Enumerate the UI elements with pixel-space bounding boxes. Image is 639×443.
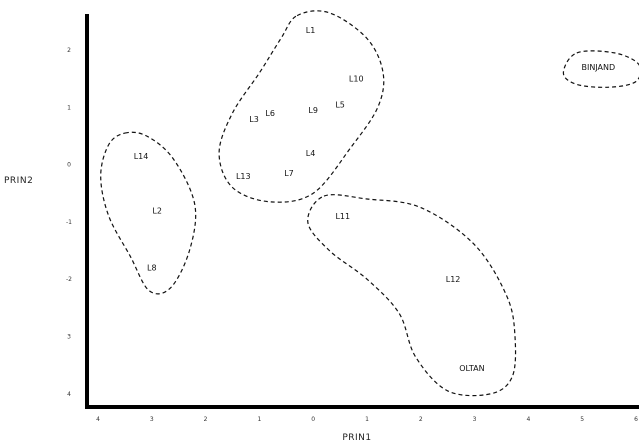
x-tick-label: 4 [96,416,100,423]
y-axis-title: PRIN2 [4,176,33,186]
cluster-outline [100,131,197,295]
x-tick-label: 1 [257,416,261,423]
y-tick-label: -2 [66,276,72,283]
tick-labels: 4 3 2 1 0 1 2 3 4 5 6 2 1 0 -1 -2 3 4 [66,47,638,423]
cluster-outline [562,50,639,88]
data-point-label: L8 [147,264,157,273]
y-tick-label: 3 [67,334,71,341]
x-tick-label: 0 [311,416,315,423]
x-tick-label: 3 [150,416,154,423]
data-point-label: L12 [446,275,461,284]
x-tick-label: 2 [204,416,208,423]
data-point-label: L14 [134,152,149,161]
y-tick-label: 4 [67,391,71,398]
x-axis-title: PRIN1 [342,433,371,443]
data-point-label: L13 [236,172,251,181]
axes [85,14,639,409]
data-point-label: L1 [306,26,316,35]
data-point-label: L3 [249,115,259,124]
cluster-outlines [100,10,639,397]
data-point-label: L5 [335,100,345,109]
data-point-label: L11 [335,212,350,221]
x-tick-label: 6 [634,416,638,423]
data-point-label: L6 [265,109,275,118]
data-point-label: BINJAND [582,63,616,72]
data-point-label: L2 [152,206,162,215]
x-tick-label: 3 [473,416,477,423]
data-point-label: L7 [284,169,294,178]
data-point-label: OLTAN [459,364,484,373]
x-tick-label: 1 [365,416,369,423]
x-tick-label: 2 [419,416,423,423]
x-tick-label: 4 [526,416,530,423]
y-tick-label: 2 [67,47,71,54]
cluster-outline [218,10,385,203]
cluster-outline [307,194,517,397]
data-point-label: L9 [308,106,318,115]
y-tick-label: 1 [67,104,71,111]
y-tick-label: -1 [66,219,72,226]
x-tick-label: 5 [580,416,584,423]
point-labels: L1 L10 L5 L9 L6 L3 L4 L7 L13 L14 L2 L8 L11 L12 OLTAN BI… [134,26,615,373]
y-tick-label: 0 [67,162,71,169]
data-point-label: L4 [306,149,316,158]
data-point-label: L10 [349,75,364,84]
